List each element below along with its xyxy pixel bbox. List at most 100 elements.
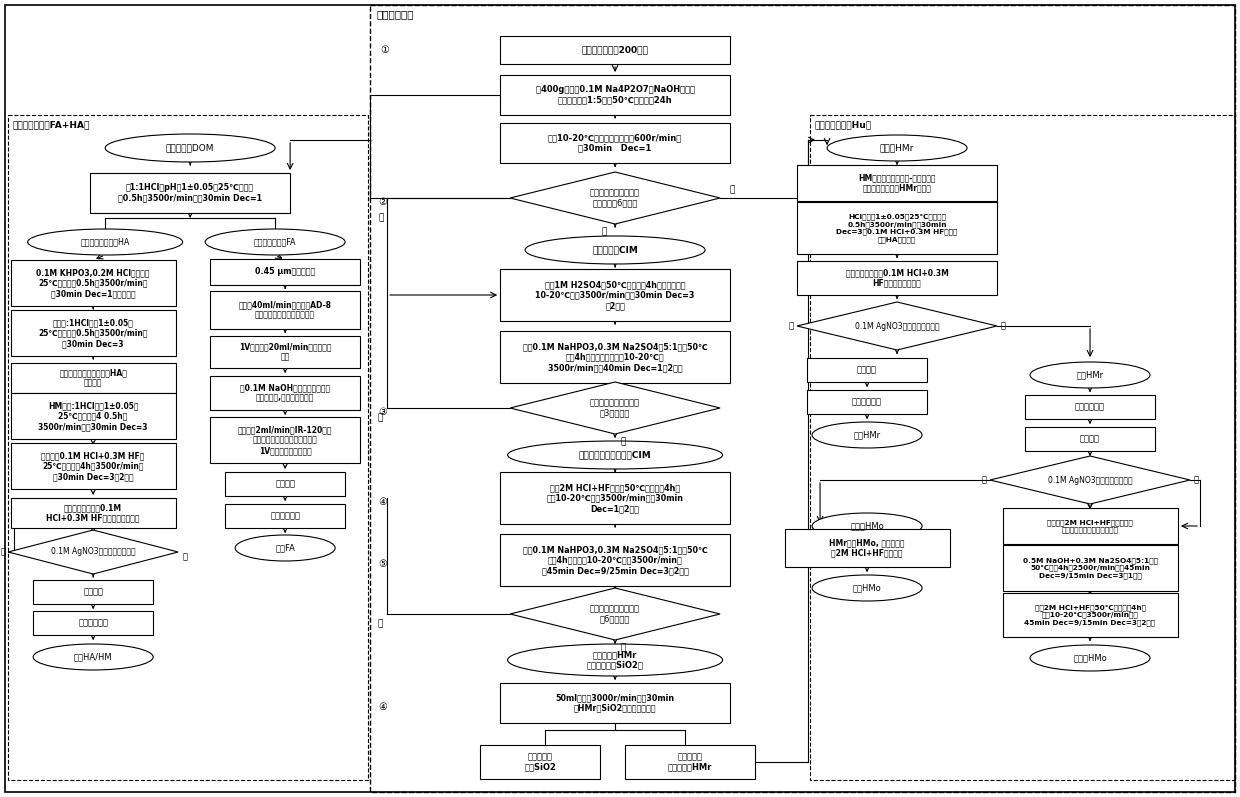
Text: 否: 否 <box>378 214 384 222</box>
Polygon shape <box>9 530 179 574</box>
FancyBboxPatch shape <box>210 291 360 329</box>
FancyBboxPatch shape <box>500 123 730 163</box>
Text: 上清液：未纯化FA: 上清液：未纯化FA <box>254 238 296 246</box>
Text: 纯化HA/HM: 纯化HA/HM <box>74 653 113 662</box>
FancyBboxPatch shape <box>797 165 997 201</box>
Text: 提取工艺流程: 提取工艺流程 <box>376 9 414 19</box>
Text: HM液体:1HCl调至1±0.05，
25℃恒温振荡4 0.5h，
3500r/min高心30min Dec=3: HM液体:1HCl调至1±0.05， 25℃恒温振荡4 0.5h， 3500r/… <box>38 401 148 431</box>
Text: 是: 是 <box>620 643 626 653</box>
FancyBboxPatch shape <box>226 472 345 496</box>
Ellipse shape <box>205 229 345 255</box>
FancyBboxPatch shape <box>500 75 730 115</box>
Ellipse shape <box>812 422 923 448</box>
FancyBboxPatch shape <box>11 498 176 528</box>
Polygon shape <box>510 382 720 434</box>
FancyBboxPatch shape <box>500 472 730 524</box>
Text: 加入0.1M NaHPO3,0.3M Na2SO4（5:1），50℃
振荡4h后取上层液，冷静10-20℃后
3500r/min高心40min Dec=1（2次: 加入0.1M NaHPO3,0.3M Na2SO4（5:1），50℃ 振荡4h后… <box>523 342 708 372</box>
Text: 下层沉淀：未纯化HA: 下层沉淀：未纯化HA <box>81 238 130 246</box>
Text: 是: 是 <box>620 438 626 446</box>
Ellipse shape <box>33 644 154 670</box>
FancyBboxPatch shape <box>797 261 997 295</box>
FancyBboxPatch shape <box>210 417 360 463</box>
Text: 纯化HMr: 纯化HMr <box>853 430 880 439</box>
Text: 否: 否 <box>182 552 187 562</box>
Text: 是: 是 <box>729 186 735 194</box>
FancyBboxPatch shape <box>11 310 176 356</box>
Text: 取下层沉淀，加入0.1M HCl+0.3M
HF置于透析袋中透析: 取下层沉淀，加入0.1M HCl+0.3M HF置于透析袋中透析 <box>846 269 949 288</box>
Ellipse shape <box>812 513 923 539</box>
Ellipse shape <box>827 135 967 161</box>
Text: 否: 否 <box>601 227 608 237</box>
Text: 直至胶体无沉淀，且胶化HA使
上层无色: 直至胶体无沉淀，且胶化HA使 上层无色 <box>60 368 126 387</box>
Text: 是: 是 <box>1 548 6 556</box>
FancyBboxPatch shape <box>11 260 176 306</box>
Text: 0.1M AgNO3检验是否有沉淀？: 0.1M AgNO3检验是否有沉淀？ <box>854 321 940 331</box>
Text: 否: 否 <box>982 476 987 485</box>
Text: 反复提取液颜色无色？
（6个循环）: 反复提取液颜色无色？ （6个循环） <box>590 604 640 624</box>
Ellipse shape <box>507 644 723 676</box>
Text: 未纯化HMo: 未纯化HMo <box>851 521 884 531</box>
Text: 否: 否 <box>377 619 383 629</box>
Text: ③: ③ <box>378 407 387 417</box>
FancyBboxPatch shape <box>33 611 154 635</box>
Ellipse shape <box>236 535 335 561</box>
Text: 产品纯化流程（FA+HA）: 产品纯化流程（FA+HA） <box>12 120 89 129</box>
Ellipse shape <box>105 134 275 162</box>
FancyBboxPatch shape <box>11 363 176 393</box>
Ellipse shape <box>525 236 706 264</box>
Ellipse shape <box>1030 362 1149 388</box>
Text: 产品纯化流程（Hu）: 产品纯化流程（Hu） <box>815 120 872 129</box>
Text: 硫酸加入2M HCl+HF调酸化，高
心，沉淀以置于透析袋中透析: 硫酸加入2M HCl+HF调酸化，高 心，沉淀以置于透析袋中透析 <box>1047 519 1133 533</box>
Text: HM经铁离子反应固化-沸腾，直接
液面心无沉淀（同HMr纯化）: HM经铁离子反应固化-沸腾，直接 液面心无沉淀（同HMr纯化） <box>858 173 936 193</box>
Text: 0.5M NaOH+0.3M Na2SO4（5:1），
50℃振荡4h，2500r/min高心45min
Dec=9/15min Dec=3（1次）: 0.5M NaOH+0.3M Na2SO4（5:1）， 50℃振荡4h，2500… <box>1023 557 1157 579</box>
Text: 是: 是 <box>1001 321 1006 331</box>
Text: 碳酸自然干燥: 碳酸自然干燥 <box>1075 402 1105 411</box>
Text: 冷冻干燥: 冷冻干燥 <box>275 480 295 489</box>
FancyBboxPatch shape <box>226 504 345 528</box>
Text: 自然风干腐土过200目筛: 自然风干腐土过200目筛 <box>582 45 649 54</box>
Polygon shape <box>510 172 720 224</box>
Polygon shape <box>990 456 1190 504</box>
Text: ④: ④ <box>378 702 387 712</box>
Text: 碳酸自然干燥: 碳酸自然干燥 <box>78 618 108 627</box>
Text: 0.1M AgNO3检验是否有沉淀？: 0.1M AgNO3检验是否有沉淀？ <box>1048 476 1132 485</box>
FancyBboxPatch shape <box>500 269 730 321</box>
Text: 1V去离子水20ml/min液速冲洗后
担量: 1V去离子水20ml/min液速冲洗后 担量 <box>239 342 331 362</box>
FancyBboxPatch shape <box>797 202 997 254</box>
Text: 0.1M KHPO3,0.2M HCl溶解胶，
25℃恒温振荡0.5h，3500r/min高
心30min Dec=1，抗沉胶溶: 0.1M KHPO3,0.2M HCl溶解胶， 25℃恒温振荡0.5h，3500… <box>36 268 150 298</box>
FancyBboxPatch shape <box>1025 395 1154 419</box>
Text: ①: ① <box>381 45 389 55</box>
Text: 否: 否 <box>789 321 794 331</box>
Text: 沉淀下层：
白色SiO2: 沉淀下层： 白色SiO2 <box>525 752 556 771</box>
Text: 50ml高心管3000r/min高心30min
使HMr与SiO2分离、彻底分离: 50ml高心管3000r/min高心30min 使HMr与SiO2分离、彻底分离 <box>556 693 675 713</box>
Text: 冷冻干燥: 冷冻干燥 <box>857 366 877 375</box>
Text: 冷冻干燥: 冷冻干燥 <box>83 587 103 596</box>
Text: 碳酸自然干燥: 碳酸自然干燥 <box>270 512 300 520</box>
Text: 是: 是 <box>1194 476 1199 485</box>
Text: 否: 否 <box>377 414 383 422</box>
Text: 上清液:1HCl调至1±0.05，
25℃恒温振荡0.5h，3500r/min高
心30min Dec=3: 上清液:1HCl调至1±0.05， 25℃恒温振荡0.5h，3500r/min高… <box>38 318 148 348</box>
Ellipse shape <box>507 441 723 469</box>
FancyBboxPatch shape <box>1002 545 1178 591</box>
Text: 冷冻干燥: 冷冻干燥 <box>1080 434 1100 443</box>
Text: ②: ② <box>378 197 387 207</box>
Text: 反复提取液颜色无色？
（3个循环）: 反复提取液颜色无色？ （3个循环） <box>590 398 640 418</box>
FancyBboxPatch shape <box>210 376 360 410</box>
Text: 下层沉淀：含腐植酸的CIM: 下层沉淀：含腐植酸的CIM <box>579 450 651 460</box>
FancyBboxPatch shape <box>210 336 360 368</box>
Text: 反复提取至上清液无色
（反复提取6次）？: 反复提取至上清液无色 （反复提取6次）？ <box>590 188 640 208</box>
Ellipse shape <box>1030 645 1149 671</box>
Text: 纯化HMo: 纯化HMo <box>853 583 882 592</box>
FancyBboxPatch shape <box>500 534 730 586</box>
Text: 加入2M HCl+HF，50℃恒温振荡4h，
冷却10-20℃后3500r/min高心
45min Dec=9/15min Dec=3（2次）: 加入2M HCl+HF，50℃恒温振荡4h， 冷却10-20℃后3500r/mi… <box>1024 604 1156 626</box>
FancyBboxPatch shape <box>11 393 176 439</box>
Ellipse shape <box>27 229 182 255</box>
Text: 取下层沉淀，加入0.1M
HCl+0.3M HF置于透析袋中透析: 取下层沉淀，加入0.1M HCl+0.3M HF置于透析袋中透析 <box>46 503 140 523</box>
Polygon shape <box>510 588 720 640</box>
Text: 下层沉淀：CIM: 下层沉淀：CIM <box>593 245 639 254</box>
FancyBboxPatch shape <box>500 683 730 723</box>
FancyBboxPatch shape <box>500 331 730 383</box>
Text: 透滤以40ml/min的液速过AD-8
型大孔树脂的固形柱，弃离液: 透滤以40ml/min的液速过AD-8 型大孔树脂的固形柱，弃离液 <box>238 300 331 320</box>
Text: 未纯化HMr: 未纯化HMr <box>880 143 914 152</box>
FancyBboxPatch shape <box>480 745 600 779</box>
